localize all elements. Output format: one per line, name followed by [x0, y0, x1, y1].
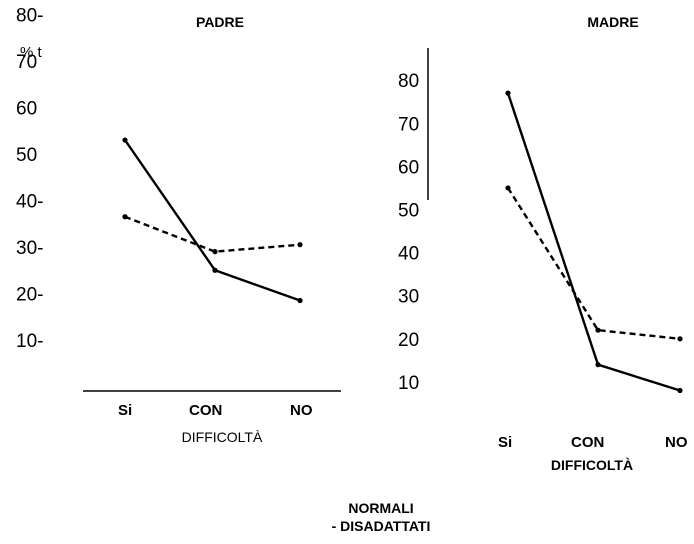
madre-series-line-dashed	[506, 187, 681, 340]
padre-x-categories: Si CON NO	[118, 402, 313, 419]
padre-x-cat-0: Si	[118, 402, 132, 419]
madre-x-cat-2: NO	[665, 434, 688, 451]
madre-solid-point-1	[595, 362, 601, 368]
padre-dashed-point-2	[297, 242, 303, 248]
madre-series-line-solid	[506, 92, 681, 392]
madre-x-cat-0: Si	[498, 434, 512, 451]
legend-disadattati: - DISADATTATI	[332, 518, 431, 534]
madre-solid-point-0	[505, 90, 511, 96]
padre-y-tick-40: 40-	[16, 192, 43, 213]
padre-series-line-solid	[124, 139, 301, 302]
padre-x-cat-1: CON	[189, 402, 222, 419]
padre-y-tick-30: 30-	[16, 238, 43, 259]
madre-title: MADRE	[587, 14, 638, 30]
madre-y-tick-70: 70	[398, 114, 419, 135]
padre-x-cat-2: NO	[290, 402, 313, 419]
padre-series-line-dashed	[124, 215, 301, 253]
madre-series	[505, 90, 683, 394]
madre-solid-point-2	[677, 387, 683, 394]
madre-y-tick-40: 40	[398, 244, 419, 265]
madre-x-cat-1: CON	[571, 434, 604, 451]
padre-dashed-point-0	[122, 214, 128, 220]
padre-ylabel: % t	[20, 44, 43, 61]
padre-dashed-point-1	[212, 249, 218, 255]
padre-solid-point-1	[212, 267, 218, 273]
madre-x-categories: Si CON NO	[498, 434, 688, 451]
madre-xlabel: DIFFICOLTÀ	[551, 457, 633, 473]
madre-y-tick-30: 30	[398, 287, 419, 308]
madre-y-tick-80: 80	[398, 71, 419, 92]
madre-y-tick-10: 10	[398, 373, 419, 394]
madre-y-tick-50: 50	[398, 201, 419, 222]
padre-y-tick-50: 50	[16, 145, 37, 166]
padre-y-tick-70: 70	[16, 52, 37, 73]
madre-y-tick-20: 20	[398, 330, 419, 351]
madre-dashed-point-1	[595, 327, 601, 333]
padre-solid-point-0	[122, 137, 128, 143]
padre-y-ticks: 10- 20- 30- 40- 50 60 70 80-	[16, 6, 43, 353]
madre-dashed-point-2	[677, 336, 683, 342]
padre-title: PADRE	[196, 14, 244, 30]
padre-y-tick-10: 10-	[16, 331, 43, 352]
padre-y-tick-80: 80-	[16, 6, 43, 27]
padre-series	[122, 137, 303, 304]
padre-y-tick-20: 20-	[16, 285, 43, 306]
madre-dashed-point-0	[505, 185, 511, 191]
padre-solid-point-2	[297, 297, 303, 304]
padre-y-tick-60: 60	[16, 99, 37, 120]
padre-xlabel: DIFFICOLTÀ	[182, 429, 263, 445]
madre-y-tick-60: 60	[398, 157, 419, 178]
legend-normali: NORMALI	[348, 500, 413, 516]
madre-y-ticks: 10 20 30 40 50 60 70 80	[398, 71, 419, 394]
